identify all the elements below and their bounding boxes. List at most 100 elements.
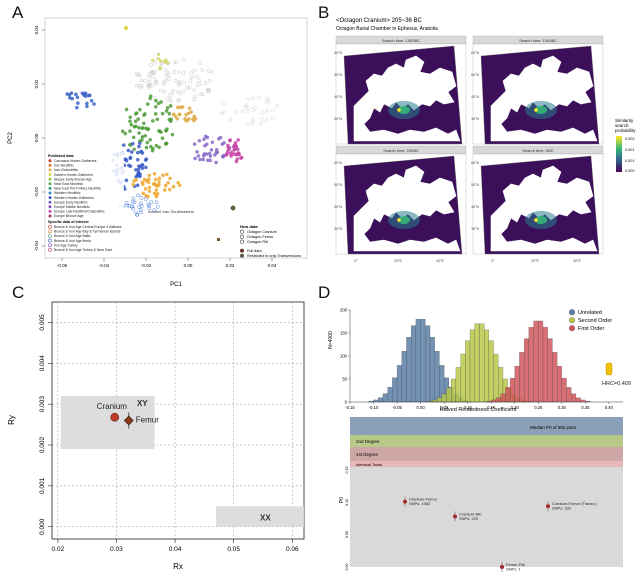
pca-point — [164, 78, 168, 83]
lat-label: 30°N — [471, 117, 479, 121]
pca-point — [192, 114, 197, 119]
pca-point — [153, 112, 158, 116]
y-tick-label: 0.005 — [39, 314, 46, 331]
pca-point — [206, 87, 211, 92]
pca-point — [85, 104, 89, 109]
pca-point — [195, 83, 199, 87]
hist-bar — [575, 397, 581, 403]
pca-point — [257, 95, 262, 100]
hist-bar — [411, 325, 417, 403]
pca-point — [198, 92, 203, 96]
hist-bar — [542, 327, 548, 403]
pca-point — [147, 206, 152, 211]
pca-point — [123, 131, 128, 136]
pca-point — [131, 196, 136, 201]
hist-bar — [509, 378, 515, 403]
y-tick-label: 0.001 — [39, 477, 46, 494]
pca-point — [176, 70, 181, 74]
map-facet: Search time: 250BC 60°N 50°N 40°N 30°N 0° 20°E… — [334, 145, 467, 263]
x-tick-label: 0.10 — [464, 405, 473, 410]
x-tick-label: 0.30 — [558, 405, 567, 410]
pca-point — [200, 68, 205, 72]
pca-point — [193, 156, 197, 161]
pca-point — [128, 115, 133, 120]
similarity-peak — [397, 218, 401, 222]
pca-point — [128, 164, 133, 169]
pca-point — [164, 109, 169, 113]
hist-bar — [538, 320, 544, 403]
pca-point — [259, 121, 263, 126]
hist-bar — [436, 397, 442, 403]
x-tick-label: -0.15 — [345, 405, 355, 410]
pca-point — [132, 200, 137, 205]
pca-point — [204, 152, 209, 156]
pca-point — [70, 96, 75, 101]
pca-point — [203, 81, 208, 85]
pca-point — [75, 105, 79, 110]
pca-point — [167, 93, 172, 97]
pca-point — [85, 101, 89, 106]
hist-bar — [446, 387, 452, 403]
pca-point — [182, 57, 186, 62]
pca-point — [157, 180, 161, 184]
p0-tick-label: 0.10 — [345, 499, 349, 506]
pca-point — [75, 95, 80, 100]
x-tick-label: -0.04 — [99, 263, 110, 268]
pca-point — [181, 89, 186, 94]
hist-bar — [561, 378, 567, 403]
pca-point — [234, 109, 238, 114]
legend-item-label: Europe Late Neolithic/Chalcolithic — [54, 210, 105, 214]
legend-marker — [48, 209, 52, 213]
rx-xlabel: Rx — [173, 562, 183, 571]
pca-point — [139, 78, 144, 83]
legend-item-label: Bronze & Iron Age Baltic — [54, 234, 91, 238]
facet-title: Search time: 1500BC — [382, 38, 420, 43]
pca-point — [264, 96, 269, 101]
pca-point — [135, 212, 139, 217]
lat-label: 60°N — [334, 161, 342, 165]
pca-point — [153, 177, 158, 182]
y-tick-label: 0.004 — [39, 355, 46, 372]
pca-point — [157, 129, 161, 133]
pca-point — [174, 60, 179, 65]
hist-bar — [432, 399, 438, 403]
pca-point — [169, 99, 173, 104]
map-area: 60°N 50°N 40°N 30°N — [471, 45, 600, 145]
pca-point — [136, 193, 140, 198]
pca-point — [137, 131, 141, 135]
map-area: 60°N 50°N 40°N 30°N — [334, 45, 463, 145]
pca-point — [154, 80, 158, 84]
pca-point — [86, 93, 91, 98]
legend-marker — [48, 248, 52, 252]
facet-title: Search time: 1000BC — [519, 38, 557, 43]
pca-point — [140, 138, 144, 142]
pca-point — [189, 110, 193, 114]
pca-point — [214, 160, 218, 165]
pca-point — [196, 154, 201, 158]
legend-marker — [48, 200, 52, 204]
pca-point — [201, 157, 206, 162]
p0-tick-label: 0.15 — [345, 467, 349, 474]
pca-point — [124, 201, 129, 205]
hist-bar — [469, 329, 475, 403]
hist-bar — [491, 399, 497, 403]
pca-point — [150, 83, 155, 87]
legend-marker — [48, 186, 52, 190]
pca-point — [171, 184, 176, 189]
pca-point — [168, 97, 173, 101]
pca-point — [207, 151, 212, 156]
pca-point — [139, 85, 143, 90]
pca-point — [156, 56, 161, 61]
x-tick-label: -0.06 — [57, 263, 68, 268]
pca-point — [142, 177, 147, 182]
pca-point — [201, 153, 206, 158]
legend-title-line1: Similarity — [615, 118, 634, 123]
pca-point — [246, 97, 251, 102]
band-median-label: Median P0 of 592 pairs — [530, 425, 577, 430]
pca-point — [135, 83, 139, 88]
pca-point — [152, 208, 157, 212]
pca-point — [134, 72, 139, 76]
pca-point — [181, 71, 186, 75]
legend-item-label: Full data — [247, 249, 262, 253]
